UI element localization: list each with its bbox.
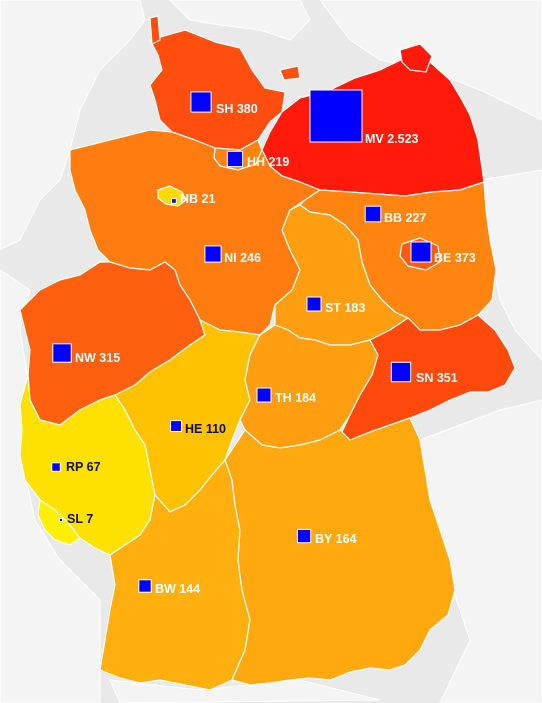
marker-he <box>170 420 183 433</box>
marker-mv <box>309 89 363 143</box>
marker-bb <box>364 205 382 223</box>
island-sylt <box>149 15 161 45</box>
label-ni: NI 246 <box>224 251 261 265</box>
state-hb[interactable] <box>157 185 187 207</box>
label-rp: RP 67 <box>66 460 101 474</box>
states <box>19 15 516 691</box>
state-sl[interactable] <box>37 499 81 546</box>
label-be: BE 373 <box>434 251 476 265</box>
label-th: TH 184 <box>275 391 316 405</box>
marker-sl <box>59 518 63 522</box>
value-markers: SH 380 MV 2.523 HH 219 HB 21 BB 227 BE 373 NI … <box>51 89 476 596</box>
marker-rp <box>51 462 61 472</box>
marker-ni <box>204 245 222 263</box>
island-fehmarn <box>279 65 301 81</box>
marker-hh <box>226 150 244 168</box>
marker-sn <box>390 361 412 383</box>
label-sn: SN 351 <box>416 371 458 385</box>
label-he: HE 110 <box>185 422 226 436</box>
label-st: ST 183 <box>325 301 365 315</box>
label-bb: BB 227 <box>384 211 426 225</box>
marker-be <box>410 241 432 263</box>
label-sl: SL 7 <box>67 512 93 526</box>
label-by: BY 164 <box>315 532 357 546</box>
label-mv: MV 2.523 <box>365 132 419 146</box>
label-nw: NW 315 <box>75 351 120 365</box>
marker-bw <box>138 579 152 593</box>
label-hh: HH 219 <box>247 155 289 169</box>
marker-st <box>306 296 322 312</box>
marker-th <box>256 387 272 403</box>
island-ruegen <box>399 43 433 73</box>
marker-nw <box>52 343 72 363</box>
marker-hb <box>171 198 177 204</box>
marker-sh <box>190 91 212 113</box>
state-by[interactable] <box>224 417 456 686</box>
state-sn[interactable] <box>341 314 516 441</box>
label-bw: BW 144 <box>155 582 200 596</box>
marker-by <box>296 528 312 544</box>
label-sh: SH 380 <box>216 102 258 116</box>
label-hb: HB 21 <box>180 192 215 206</box>
